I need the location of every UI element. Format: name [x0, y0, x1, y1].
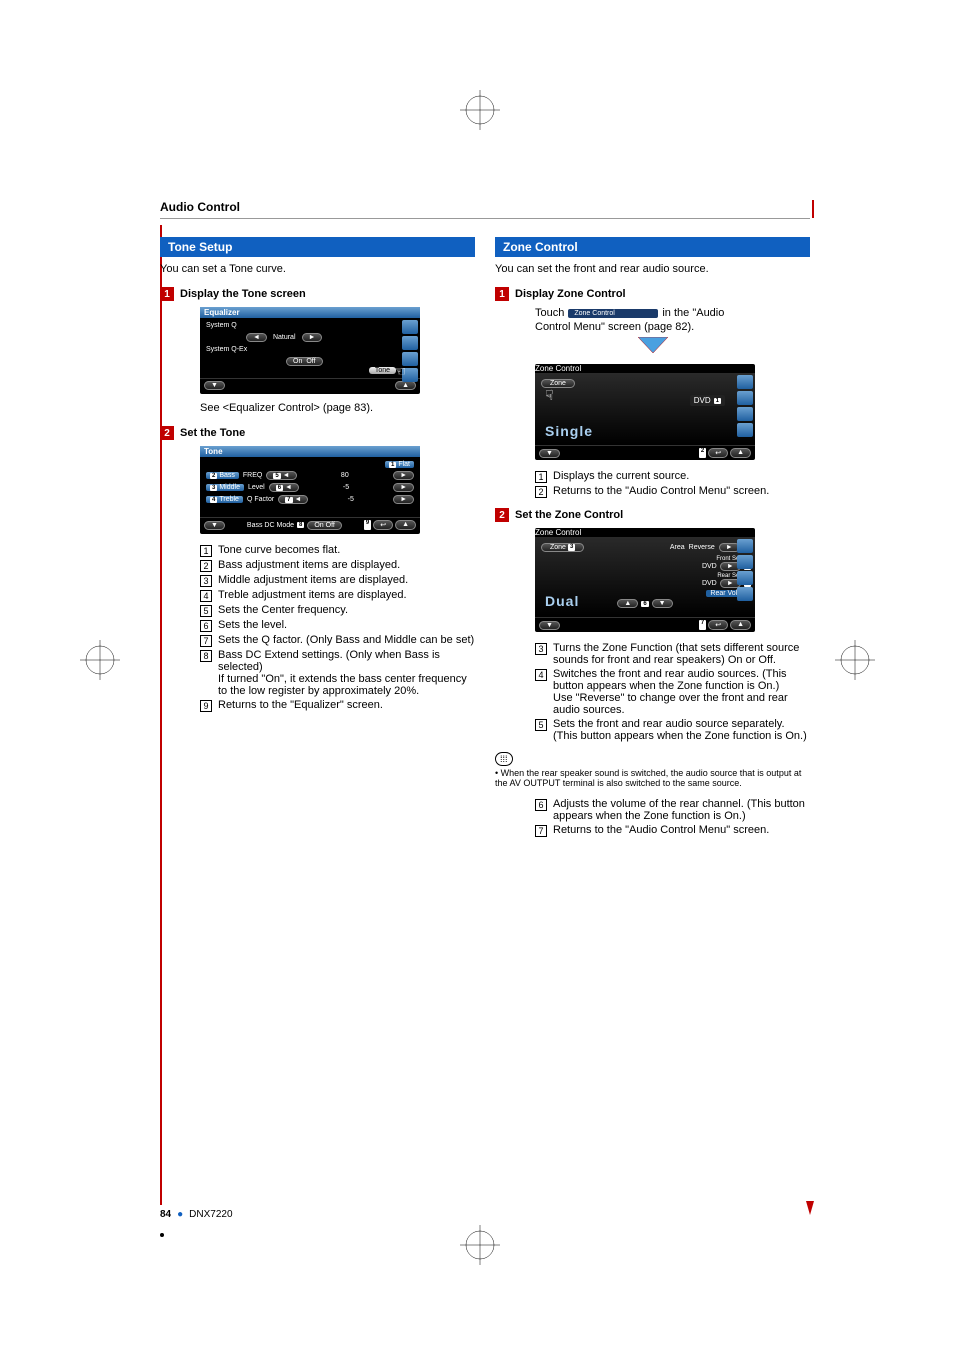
- step-2-line: 2 Set the Tone: [160, 426, 475, 440]
- eq-note: See <Equalizer Control> (page 83).: [200, 402, 475, 414]
- footer: 84 ● DNX7220: [160, 1209, 233, 1220]
- return-icon[interactable]: ↩: [373, 520, 393, 530]
- tone-setup-heading: Tone Setup: [160, 237, 475, 257]
- zone-screenshot-1: Zone Control Zone ☟ DVD 1 Single ▼ 2↩▲: [535, 364, 755, 460]
- flat-button[interactable]: 1Flat: [385, 461, 414, 468]
- step-2-num: 2: [160, 426, 174, 440]
- zone-control-button-img: Zone Control: [568, 309, 658, 318]
- tone-intro: You can set a Tone curve.: [160, 263, 475, 275]
- zstep-1-num: 1: [495, 287, 509, 301]
- tone-title: Tone: [200, 446, 420, 457]
- equalizer-screenshot: Equalizer System Q ◄ Natural ► System Q-…: [200, 307, 420, 394]
- step-2-title: Set the Tone: [180, 427, 245, 439]
- note-icon: ⁞⁞⁞: [495, 752, 513, 766]
- touch-post1: in the "Audio: [662, 307, 724, 319]
- step-1-line: 1 Display the Tone screen: [160, 287, 475, 301]
- tone-item-list: 1Tone curve becomes flat. 2Bass adjustme…: [200, 544, 475, 712]
- touch-pre: Touch: [535, 307, 564, 319]
- page-number: 84: [160, 1209, 171, 1220]
- down-page-icon[interactable]: ▼: [204, 381, 225, 390]
- zone-intro: You can set the front and rear audio sou…: [495, 263, 810, 275]
- zstep-2-num: 2: [495, 508, 509, 522]
- systemq-label: System Q: [206, 322, 237, 329]
- step-1-num: 1: [160, 287, 174, 301]
- down-arrow-icon: [495, 337, 810, 358]
- systemq-value: Natural: [273, 334, 296, 341]
- tone-screenshot: Tone 1Flat 2Bass FREQ 5 ◄ 80 ► 3Middle L: [200, 446, 420, 534]
- hand-cursor-icon: ☟: [545, 387, 554, 404]
- zone-control-heading: Zone Control: [495, 237, 810, 257]
- zstep-2-title: Set the Zone Control: [515, 509, 623, 521]
- left-column: Tone Setup You can set a Tone curve. 1 D…: [160, 237, 475, 839]
- return-icon[interactable]: ↩: [708, 448, 728, 458]
- right-column: Zone Control You can set the front and r…: [495, 237, 810, 839]
- zone-note: When the rear speaker sound is switched,…: [495, 768, 801, 788]
- single-label: Single: [545, 423, 593, 439]
- left-arrow-icon[interactable]: ◄: [246, 333, 267, 342]
- zone-screenshot-2: Zone Control Zone3 Area Reverse ►4 Front…: [535, 528, 755, 632]
- eq-title: Equalizer: [200, 307, 420, 318]
- step-1-title: Display the Tone screen: [180, 288, 306, 300]
- dual-label: Dual: [545, 593, 579, 609]
- right-arrow-icon[interactable]: ►: [302, 333, 323, 342]
- down-page-icon[interactable]: ▼: [204, 521, 225, 530]
- systemqex-label: System Q-Ex: [206, 346, 247, 353]
- touch-post2: Control Menu" screen (page 82).: [535, 321, 694, 333]
- hand-cursor-icon: ☜: [393, 363, 406, 380]
- tone-button[interactable]: Tone: [369, 367, 396, 374]
- on-off-toggle[interactable]: On Off: [286, 357, 323, 366]
- zstep-1-title: Display Zone Control: [515, 288, 626, 300]
- model-name: DNX7220: [189, 1209, 232, 1220]
- page-header: Audio Control: [160, 200, 810, 219]
- up-page-icon[interactable]: ▲: [395, 381, 416, 390]
